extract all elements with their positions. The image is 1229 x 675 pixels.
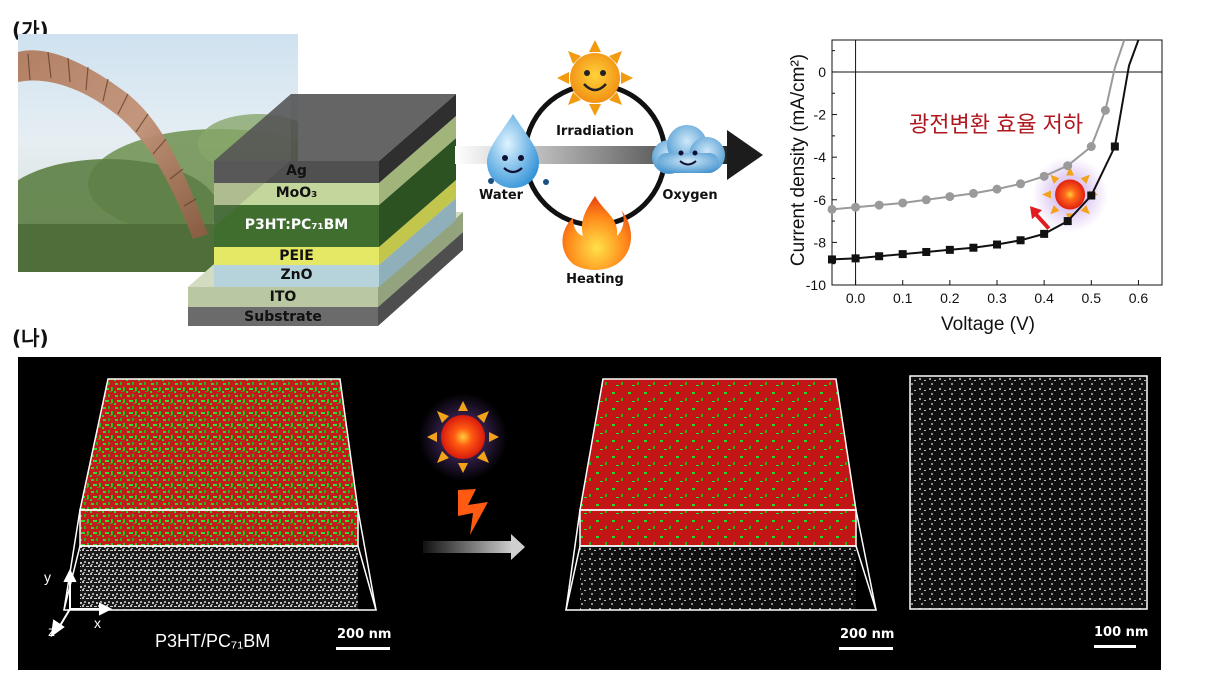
data-point [1110,142,1119,151]
layer-label-ag: Ag [286,163,307,179]
efficiency-drop-annotation: 광전변환 효율 저하 [909,112,1083,137]
data-point [968,188,978,198]
x-tick-label: 0.5 [1082,290,1102,306]
device-layer-stack: Ag MoO₃ P3HT:PC₇₁BM PEIE ZnO ITO Substra… [188,72,466,328]
x-axis-label: Voltage (V) [941,314,1035,335]
data-point [1100,105,1110,115]
data-point [851,254,860,263]
panel-b-label: (나) [12,326,49,350]
layer-label-substrate: Substrate [244,309,322,325]
x-tick-label: 0.2 [940,290,960,306]
cycle-label-irradiation: Irradiation [556,124,634,139]
jv-chart: 0.0 0.1 0.2 0.3 0.4 0.5 0.6 -10 -8 -6 -4 -2 0 Voltag… [780,30,1220,340]
data-point [969,243,978,252]
data-point [898,198,908,208]
data-point [1039,171,1049,181]
scale-bar-2 [839,647,893,650]
data-point [992,184,1002,194]
x-tick-label: 0.3 [987,290,1007,306]
axis-y-label: y [44,569,51,585]
data-point [828,255,836,264]
data-point [1040,229,1049,238]
scale-bar-label-3: 100 nm [1094,625,1149,640]
y-axis-label: Current density (mA/cm²) [788,54,809,266]
scale-bar-3 [1094,645,1136,648]
sun-ray [1080,174,1090,184]
data-point [945,192,955,202]
sun-icon [1055,179,1086,210]
layer-label-peie: PEIE [279,248,314,264]
degradation-arrow-head [1030,206,1042,220]
y-tick-label: -8 [814,234,827,250]
morphology-cube-before [63,378,377,611]
sample-label: P3HT/PC₇₁BM [155,631,271,651]
cycle-label-water: Water [478,188,524,203]
data-point [851,202,861,212]
layer-label-ito: ITO [269,289,297,305]
data-point [1016,179,1026,189]
layer-label-moo3: MoO₃ [275,185,318,201]
degradation-cycle: Irradiation Water Oxygen Heating [455,38,770,298]
sun-ray [1080,205,1090,215]
x-tick-label: 0.6 [1129,290,1149,306]
scale-bar-label-1: 200 nm [337,627,392,642]
y-tick-label: -10 [806,277,826,293]
morphology-cube-after [565,378,878,611]
y-tick-label: -2 [814,107,827,123]
axis-z-label: z [48,623,55,639]
y-tick-label: 0 [818,64,826,80]
morphology-zoom-image [909,375,1148,610]
data-point [827,204,837,214]
layer-label-zno: ZnO [280,267,313,283]
y-tick-label: -6 [814,192,827,208]
data-point [945,245,954,254]
layer-label-active: P3HT:PC₇₁BM [244,217,349,233]
data-point [1063,217,1072,226]
morphology-panel: y x z P3HT/PC₇₁BM 200 nm 200 nm 100 nm [18,357,1161,670]
cycle-label-heating: Heating [566,272,624,287]
cycle-label-oxygen: Oxygen [662,188,718,203]
sun-ray [1066,166,1075,176]
y-tick-label: -4 [814,149,827,165]
data-point [921,195,931,205]
data-point [1063,161,1073,171]
data-point [1086,142,1096,152]
scale-bar-label-2: 200 nm [840,627,895,642]
sun-ray [1042,190,1052,199]
data-point [875,252,884,261]
sun-ray [1050,174,1060,184]
data-point [874,200,884,210]
x-tick-label: 0.0 [846,290,866,306]
data-point [898,250,907,259]
data-point [922,247,931,256]
axis-x-label: x [94,615,101,631]
x-tick-label: 0.4 [1034,290,1054,306]
sun-ray [1050,205,1060,215]
data-point [1087,191,1096,200]
scale-bar-1 [336,647,390,650]
data-point [1016,236,1025,245]
x-tick-label: 0.1 [893,290,913,306]
data-point [993,240,1001,249]
